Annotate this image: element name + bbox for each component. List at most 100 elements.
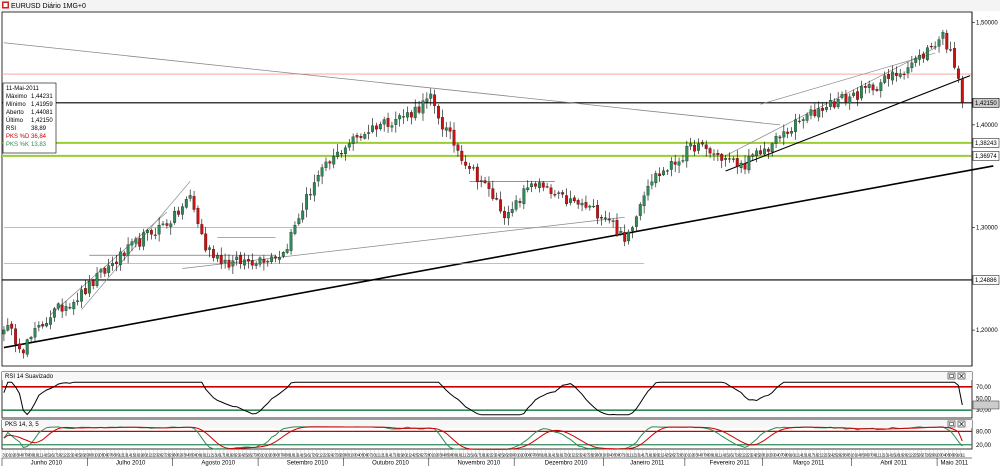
candle-body (832, 101, 836, 108)
candle-body (351, 136, 355, 144)
candle (243, 252, 246, 270)
panel-close-icon[interactable] (957, 420, 966, 428)
day-label: 01 (515, 453, 520, 458)
candle (759, 145, 762, 156)
day-label: 24 (410, 453, 415, 458)
candle-body (541, 182, 545, 188)
day-label: 07 (278, 453, 283, 458)
day-label: 14 (549, 453, 554, 458)
level-marker (972, 138, 1000, 148)
candle-body (130, 241, 134, 246)
candle (14, 323, 18, 353)
candle-body (506, 212, 510, 219)
candle (142, 228, 146, 251)
candle-body (883, 75, 887, 83)
candle (208, 245, 212, 258)
candle-body (6, 325, 10, 331)
day-label: 31 (681, 453, 686, 458)
candle-body (103, 268, 107, 274)
candle-body (720, 153, 724, 161)
candle (161, 221, 165, 227)
day-label: 27 (584, 453, 589, 458)
candle-body (324, 161, 328, 168)
info-row-value: 13,83 (31, 142, 47, 148)
candle (80, 285, 83, 308)
candle (138, 232, 142, 251)
candle-body (258, 257, 262, 265)
candle (879, 79, 883, 98)
level-label: 1,36974 (975, 154, 997, 160)
candle (18, 338, 21, 353)
day-label: 07 (778, 453, 783, 458)
panel-restore-icon[interactable] (947, 420, 956, 428)
candle-body (918, 55, 922, 60)
candle-body (534, 183, 537, 187)
day-label: 12 (208, 453, 213, 458)
candle (568, 190, 572, 206)
candle (270, 253, 274, 264)
day-label: 16 (305, 453, 310, 458)
candle-body (52, 308, 56, 318)
day-label: 01 (262, 453, 267, 458)
candle (778, 134, 782, 142)
candle (297, 213, 301, 226)
day-label: 16 (472, 453, 477, 458)
candle (76, 292, 80, 306)
candle (627, 229, 631, 245)
day-label: 05 (189, 453, 194, 458)
candle-body (277, 257, 281, 260)
candle (619, 227, 623, 236)
day-label: 18 (57, 453, 62, 458)
candle-body (747, 156, 751, 171)
day-label: 15 (301, 453, 306, 458)
day-label: 03 (437, 453, 442, 458)
candle-body (654, 173, 658, 184)
candle-body (584, 202, 588, 208)
candle-body (658, 173, 662, 177)
candle (825, 101, 828, 113)
candle-body (933, 46, 937, 48)
candle-body (184, 199, 188, 208)
day-label: 03 (14, 453, 19, 458)
candle-body (196, 207, 200, 224)
candle (549, 184, 553, 199)
candle-body (929, 46, 933, 48)
candle (681, 154, 685, 164)
candle-body (945, 32, 949, 50)
day-label: 24 (72, 453, 77, 458)
day-label: 06 (363, 453, 368, 458)
day-label: 08 (111, 453, 116, 458)
candle-body (153, 234, 157, 236)
trend-line (3, 42, 780, 126)
day-label: 04 (441, 453, 446, 458)
candle (646, 179, 650, 201)
candle-body (223, 259, 227, 263)
day-label: 30 (844, 453, 849, 458)
candle (910, 56, 914, 73)
candle (514, 195, 518, 212)
day-label: 11 (716, 453, 721, 458)
pks-tick-label: 20,00 (976, 443, 992, 449)
candle (898, 68, 902, 79)
candle (654, 170, 658, 188)
candle (87, 275, 91, 298)
candle-body (464, 161, 468, 166)
candle (351, 133, 355, 151)
day-label: 14 (297, 453, 302, 458)
candle (355, 132, 359, 143)
day-label: 21 (817, 453, 822, 458)
candle-body (510, 209, 514, 213)
candle (471, 164, 475, 171)
panel-close-icon[interactable] (957, 372, 966, 380)
candle-body (603, 217, 607, 219)
candle-body (685, 146, 689, 162)
candle (118, 247, 122, 271)
candle-body (138, 238, 142, 247)
candle (425, 92, 429, 109)
day-label: 22 (321, 453, 326, 458)
candle (530, 180, 534, 193)
candle-body (580, 202, 584, 206)
panel-restore-icon[interactable] (947, 372, 956, 380)
day-label: 05 (860, 453, 865, 458)
candle (382, 116, 386, 132)
